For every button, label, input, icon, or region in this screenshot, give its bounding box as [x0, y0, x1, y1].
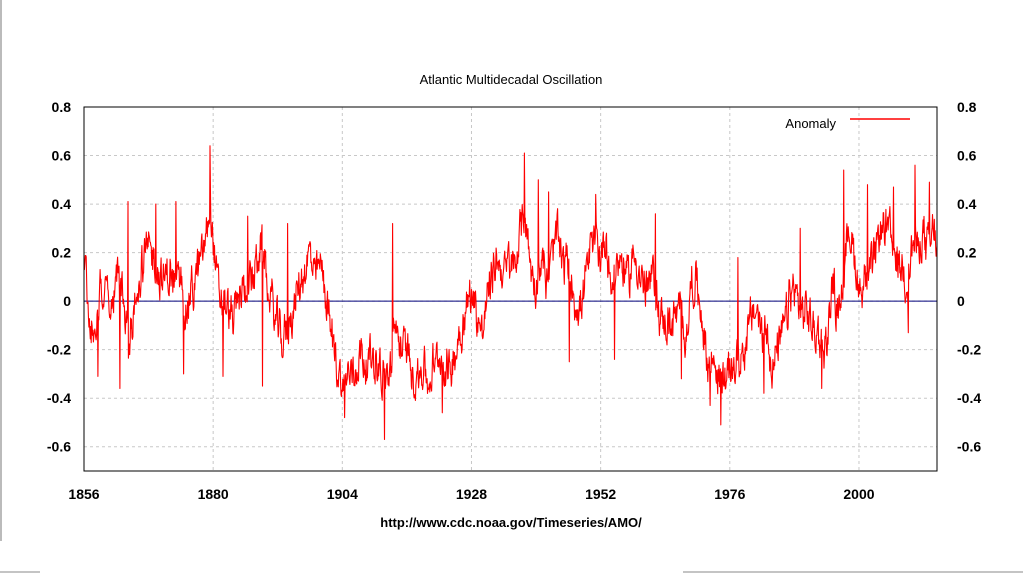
y-tick-label-left: -0.4	[47, 390, 71, 406]
x-tick-label: 1904	[327, 486, 358, 502]
y-tick-label-left: -0.2	[47, 342, 71, 358]
y-tick-label-left: 0.2	[52, 245, 72, 261]
y-tick-label-right: -0.4	[957, 390, 981, 406]
x-tick-label: 1880	[198, 486, 229, 502]
x-axis-labels: 1856 1880 1904 1928 1952 1976 2000	[68, 486, 874, 502]
plot-frame	[83, 106, 938, 472]
y-tick-label-left: -0.6	[47, 439, 71, 455]
y-tick-label-right: 0.4	[957, 196, 977, 212]
anomaly-series-line	[83, 145, 938, 441]
legend: Anomaly	[785, 116, 910, 131]
x-tick-label: 2000	[843, 486, 874, 502]
y-axis-right-labels: 0.8 0.6 0.4 0.2 0 -0.2 -0.4 -0.6	[957, 99, 981, 455]
y-tick-label-left: 0.4	[52, 196, 72, 212]
y-tick-label-left: 0.6	[52, 148, 72, 164]
legend-label: Anomaly	[785, 116, 836, 131]
source-caption: http://www.cdc.noaa.gov/Timeseries/AMO/	[380, 515, 642, 530]
chart-title: Atlantic Multidecadal Oscillation	[420, 72, 603, 87]
x-tick-label: 1952	[585, 486, 616, 502]
y-tick-label-left: 0.8	[52, 99, 72, 115]
y-tick-label-right: -0.2	[957, 342, 981, 358]
y-tick-label-right: -0.6	[957, 439, 981, 455]
y-tick-label-right: 0.6	[957, 148, 977, 164]
y-tick-label-right: 0.2	[957, 245, 977, 261]
x-tick-label: 1856	[68, 486, 99, 502]
x-tick-label: 1976	[714, 486, 745, 502]
y-tick-label-right: 0.8	[957, 99, 977, 115]
y-axis-left-labels: 0.8 0.6 0.4 0.2 0 -0.2 -0.4 -0.6	[47, 99, 71, 455]
y-tick-label-left: 0	[63, 293, 71, 309]
x-tick-label: 1928	[456, 486, 487, 502]
y-tick-label-right: 0	[957, 293, 965, 309]
gridlines	[84, 107, 937, 471]
